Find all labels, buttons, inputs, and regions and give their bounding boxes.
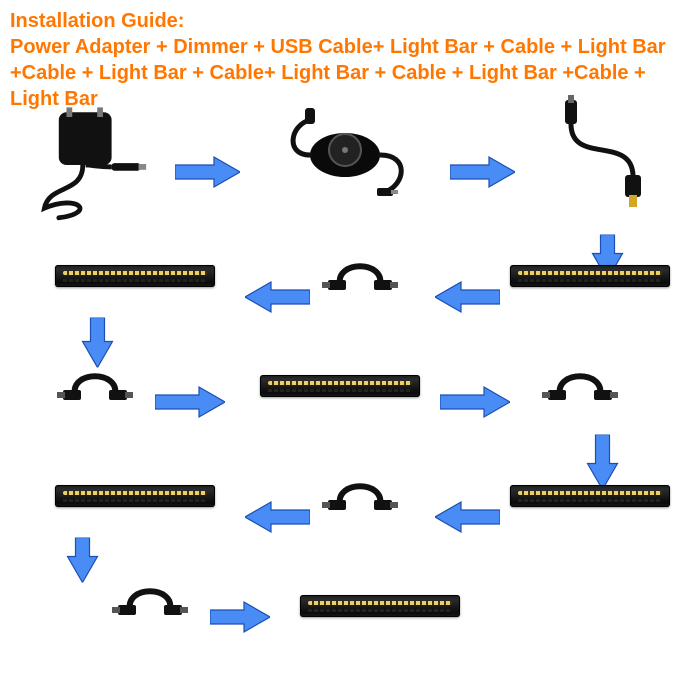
flow-arrow: [155, 385, 225, 424]
bar-bar4: [510, 485, 670, 507]
flow-arrow: [175, 155, 240, 194]
flow-arrow: [435, 495, 500, 534]
flow-arrow: [440, 385, 510, 424]
cable-cable3: [540, 360, 620, 410]
guide-heading: Installation Guide:: [10, 10, 184, 32]
flow-arrow: [581, 435, 620, 490]
flow-arrow: [61, 538, 100, 583]
cable-cable2: [55, 360, 135, 410]
flow-arrow: [435, 275, 500, 314]
flow-arrow: [245, 495, 310, 534]
cable-cable5: [110, 575, 190, 625]
bar-bar5: [55, 485, 215, 507]
adapter-adapter: [30, 105, 150, 225]
flow-arrow: [210, 600, 270, 639]
usb-usb: [555, 95, 665, 215]
bar-bar3: [260, 375, 420, 397]
cable-cable4: [320, 470, 400, 520]
flow-arrow: [245, 275, 310, 314]
bar-bar6: [300, 595, 460, 617]
bar-bar1: [510, 265, 670, 287]
dimmer-dimmer: [265, 100, 425, 210]
cable-cable1: [320, 250, 400, 300]
bar-bar2: [55, 265, 215, 287]
diagram-canvas: [0, 100, 700, 700]
flow-arrow: [450, 155, 515, 194]
